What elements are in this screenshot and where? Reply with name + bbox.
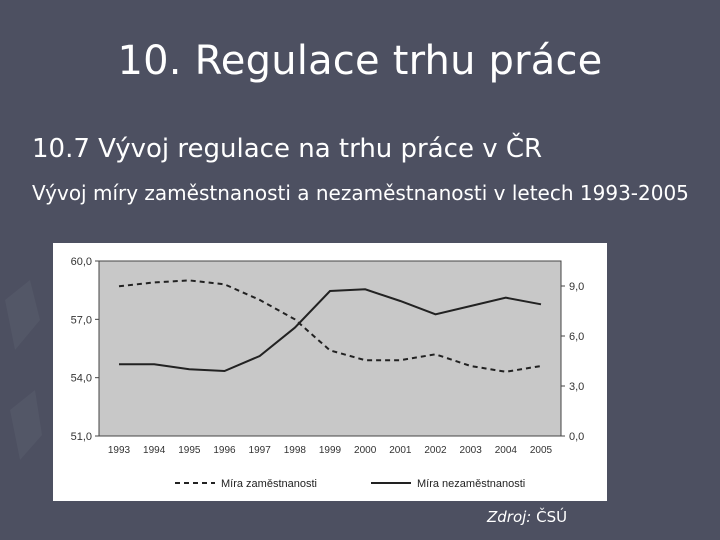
x-tick-label: 1994 [143, 445, 166, 456]
employment-unemployment-chart: 51,0 54,0 57,0 60,0 0,0 3,0 6,0 9,0 1993 1994 1995… [71, 256, 584, 493]
x-tick-label: 2002 [424, 445, 447, 456]
chart-caption: Vývoj míry zaměstnanosti a nezaměstnanos… [32, 181, 689, 205]
x-tick-label: 1999 [319, 445, 342, 456]
x-tick-label: 1996 [213, 445, 236, 456]
legend-label: Míra nezaměstnanosti [417, 478, 525, 490]
left-tick-label: 54,0 [71, 373, 92, 385]
slide-subtitle: 10.7 Vývoj regulace na trhu práce v ČR [32, 134, 543, 164]
right-tick-label: 0,0 [569, 431, 584, 443]
right-tick-label: 9,0 [569, 281, 584, 293]
x-tick-label: 2004 [495, 445, 518, 456]
x-tick-label: 1993 [108, 445, 131, 456]
legend-label: Míra zaměstnanosti [221, 478, 317, 490]
source-note: Zdroj: ČSÚ [487, 508, 567, 526]
left-tick-label: 60,0 [71, 256, 92, 268]
x-tick-label: 1995 [178, 445, 201, 456]
slide-title: 10. Regulace trhu práce [117, 38, 603, 84]
background-decoration [5, 280, 42, 460]
x-tick-label: 1998 [284, 445, 307, 456]
right-tick-label: 3,0 [569, 381, 584, 393]
left-tick-label: 57,0 [71, 314, 92, 326]
plot-area [98, 260, 562, 437]
legend [171, 473, 487, 493]
left-tick-label: 51,0 [71, 431, 92, 443]
chart-frame: 51,0 54,0 57,0 60,0 0,0 3,0 6,0 9,0 1993 1994 1995… [53, 243, 607, 501]
x-tick-label: 2001 [389, 445, 412, 456]
x-tick-label: 2005 [530, 445, 553, 456]
right-tick-label: 6,0 [569, 331, 584, 343]
x-tick-label: 2000 [354, 445, 377, 456]
source-label: Zdroj: [487, 508, 532, 526]
x-tick-label: 2003 [460, 445, 483, 456]
series-line-unemployment [119, 288, 542, 373]
x-tick-label: 1997 [249, 445, 272, 456]
source-value: ČSÚ [536, 508, 568, 526]
